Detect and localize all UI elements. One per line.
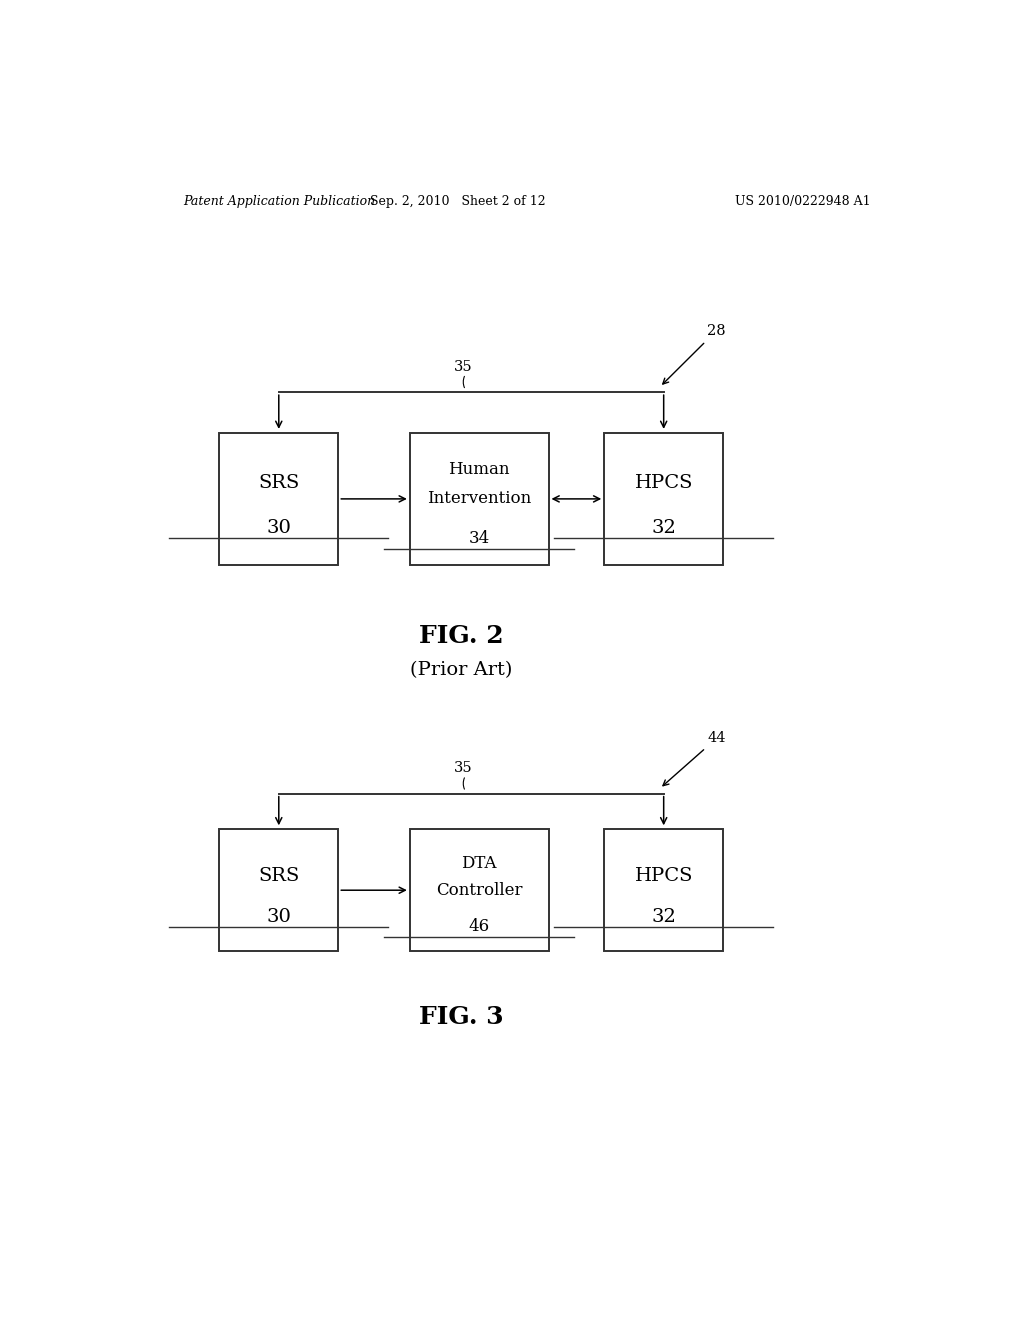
Text: 35: 35 — [454, 360, 473, 374]
Text: FIG. 3: FIG. 3 — [419, 1006, 504, 1030]
Text: Intervention: Intervention — [427, 491, 531, 507]
Text: Sep. 2, 2010   Sheet 2 of 12: Sep. 2, 2010 Sheet 2 of 12 — [370, 194, 545, 207]
Text: DTA: DTA — [462, 855, 497, 873]
Text: 30: 30 — [266, 519, 291, 537]
Text: SRS: SRS — [258, 474, 299, 492]
Text: 32: 32 — [651, 908, 676, 927]
Text: Human: Human — [449, 461, 510, 478]
Bar — [219, 829, 338, 952]
Text: (Prior Art): (Prior Art) — [411, 660, 512, 678]
Text: 32: 32 — [651, 519, 676, 537]
Text: 30: 30 — [266, 908, 291, 927]
Text: Controller: Controller — [436, 882, 522, 899]
Bar — [219, 433, 338, 565]
Bar — [604, 829, 723, 952]
Text: FIG. 2: FIG. 2 — [419, 624, 504, 648]
Text: Patent Application Publication: Patent Application Publication — [183, 194, 376, 207]
Text: US 2010/0222948 A1: US 2010/0222948 A1 — [735, 194, 870, 207]
Text: 44: 44 — [708, 731, 726, 744]
Bar — [604, 433, 723, 565]
Text: 46: 46 — [469, 919, 489, 936]
Bar — [410, 829, 549, 952]
Text: 35: 35 — [454, 762, 473, 775]
Bar — [410, 433, 549, 565]
Text: HPCS: HPCS — [635, 866, 693, 884]
Text: 28: 28 — [708, 325, 726, 338]
Text: SRS: SRS — [258, 866, 299, 884]
Text: 34: 34 — [469, 531, 489, 546]
Text: HPCS: HPCS — [635, 474, 693, 492]
